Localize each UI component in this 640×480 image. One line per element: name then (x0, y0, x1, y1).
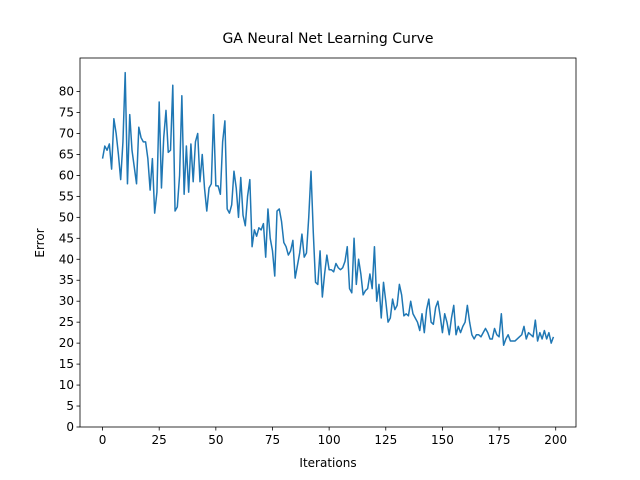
y-tick-label: 60 (59, 168, 74, 182)
y-tick-label: 0 (66, 420, 74, 434)
plot-frame (79, 57, 577, 428)
x-tick-label: 0 (99, 433, 107, 447)
y-tick-label: 75 (59, 106, 74, 120)
data-line (101, 71, 555, 346)
y-tick-label: 25 (59, 315, 74, 329)
y-tick-label: 70 (59, 126, 74, 140)
x-tick-label: 175 (488, 433, 511, 447)
y-tick-label: 5 (66, 399, 74, 413)
x-tick-label: 125 (374, 433, 397, 447)
y-tick-label: 80 (59, 85, 74, 99)
x-tick-label: 75 (265, 433, 280, 447)
y-tick-label: 20 (59, 336, 74, 350)
x-axis-label: Iterations (299, 456, 356, 470)
y-tick-label: 10 (59, 378, 74, 392)
y-tick-label: 45 (59, 231, 74, 245)
y-tick-label: 15 (59, 357, 74, 371)
x-tick-label: 50 (208, 433, 223, 447)
y-axis-label: Error (33, 228, 47, 257)
y-tick-label: 35 (59, 273, 74, 287)
x-tick-label: 25 (152, 433, 167, 447)
y-tick-label: 50 (59, 210, 74, 224)
x-tick-label: 200 (544, 433, 567, 447)
y-tick-label: 40 (59, 252, 74, 266)
y-tick-label: 55 (59, 189, 74, 203)
x-tick-label: 150 (431, 433, 454, 447)
y-tick-label: 65 (59, 147, 74, 161)
chart-title: GA Neural Net Learning Curve (222, 31, 433, 47)
y-tick-label: 30 (59, 294, 74, 308)
x-tick-label: 100 (318, 433, 341, 447)
